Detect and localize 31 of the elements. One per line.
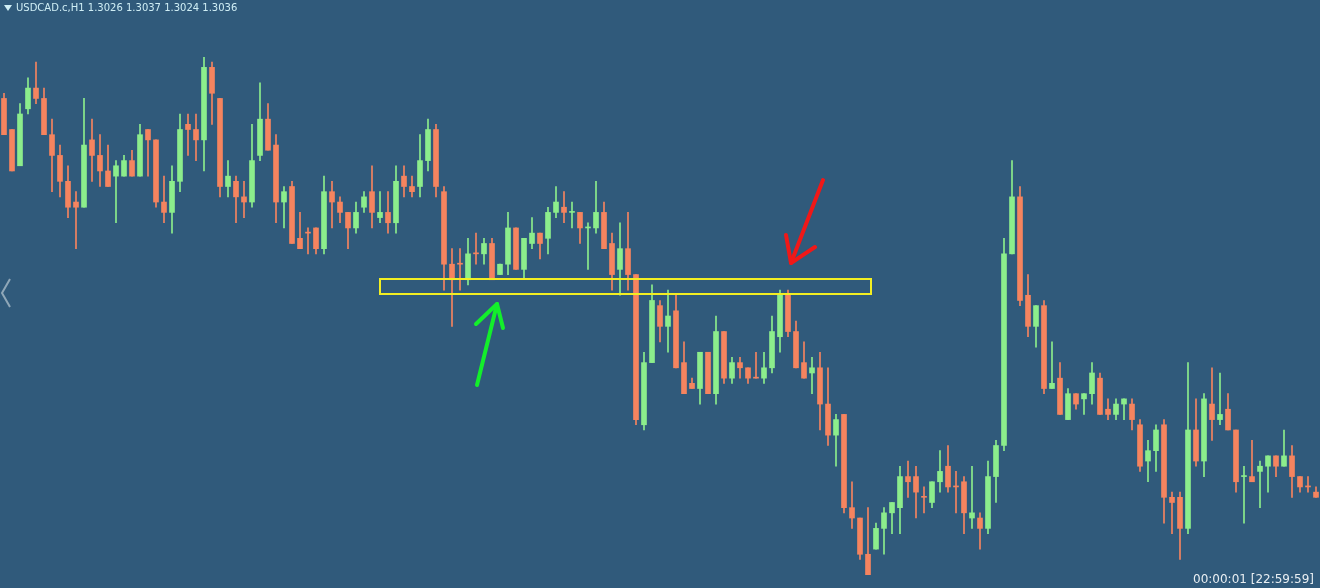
candlestick: [809, 357, 815, 395]
candlestick: [1081, 393, 1087, 415]
candlestick: [1121, 398, 1127, 420]
candlestick: [161, 175, 167, 224]
candlestick: [1257, 460, 1263, 508]
candlestick: [329, 180, 335, 229]
candlestick: [1169, 491, 1175, 534]
candlestick: [561, 191, 567, 224]
candlestick: [1209, 367, 1215, 441]
candlestick: [1217, 372, 1223, 426]
candlestick: [921, 486, 927, 514]
candlestick: [1049, 341, 1055, 389]
chart-title: USDCAD.c,H1 1.3026 1.3037 1.3024 1.3036: [16, 2, 238, 13]
candlestick: [145, 129, 151, 177]
candlestick: [569, 201, 575, 229]
candlestick: [73, 191, 79, 249]
candlestick: [377, 191, 383, 224]
candlestick: [185, 113, 191, 156]
candlestick: [193, 113, 199, 161]
candlestick: [665, 289, 671, 353]
candlestick: [1241, 465, 1247, 524]
candlestick: [89, 118, 95, 182]
candlestick: [449, 248, 455, 327]
candlestick: [457, 248, 463, 291]
candlestick: [1249, 439, 1255, 483]
candlestick: [113, 160, 119, 224]
candlestick: [905, 460, 911, 498]
candlestick: [241, 180, 247, 218]
annotation: 00:00:01 [22:59:59]: [1193, 572, 1314, 586]
candlestick: [969, 465, 975, 529]
candlestick: [849, 481, 855, 529]
